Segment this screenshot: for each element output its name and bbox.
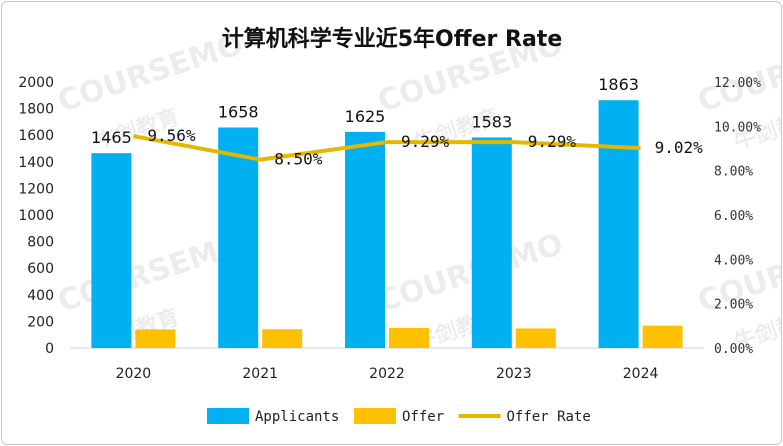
applicants-data-label: 1625 xyxy=(345,107,386,126)
y-left-ticks: 0 200 400 600 800 1000 1200 1400 1600 1800 2000 xyxy=(18,75,54,357)
watermark-group: COURSEMO 牛剑教育 COURSEMO 牛剑教育 COURSEMO 牛剑教… xyxy=(54,27,781,356)
y-left-tick-label: 600 xyxy=(27,261,54,277)
y-right-tick-label: 12.00% xyxy=(714,76,761,91)
legend-swatch xyxy=(207,408,249,424)
bar-applicants xyxy=(91,153,132,348)
legend: Applicants Offer Offer Rate xyxy=(207,408,591,425)
data-labels: 1465 1658 1625 1583 1863 9.56% 8.50% 9.29% 9.29%… xyxy=(91,75,703,168)
y-right-tick-label: 10.00% xyxy=(714,120,761,135)
offer-rate-data-label: 9.02% xyxy=(655,138,704,157)
y-right-tick-label: 4.00% xyxy=(714,253,753,268)
applicants-data-label: 1465 xyxy=(91,128,132,147)
x-tick-label: 2023 xyxy=(496,366,532,382)
legend-swatch xyxy=(354,408,396,424)
y-left-tick-label: 1600 xyxy=(18,128,54,144)
x-tick-label: 2021 xyxy=(242,366,278,382)
bar-applicants xyxy=(218,127,259,349)
y-right-tick-label: 2.00% xyxy=(714,298,753,313)
y-right-tick-label: 8.00% xyxy=(714,165,753,180)
y-left-tick-label: 1400 xyxy=(18,155,54,171)
bar-applicants xyxy=(598,100,639,348)
y-right-tick-label: 0.00% xyxy=(714,342,753,357)
x-ticks: 2020 2021 2022 2023 2024 xyxy=(116,366,659,382)
y-left-tick-label: 1200 xyxy=(18,181,54,197)
y-left-tick-label: 200 xyxy=(27,314,54,330)
bar-applicants xyxy=(471,137,512,348)
y-left-tick-label: 400 xyxy=(27,288,54,304)
y-left-tick-label: 0 xyxy=(45,341,54,357)
watermark-text: COURSEMO xyxy=(374,227,568,320)
bar-applicants xyxy=(345,131,385,348)
offer-rate-data-label: 9.29% xyxy=(401,132,450,151)
applicants-data-label: 1658 xyxy=(218,102,259,121)
x-tick-label: 2022 xyxy=(369,366,405,382)
offer-rate-polyline xyxy=(133,134,641,162)
y-left-tick-label: 800 xyxy=(27,235,54,251)
x-tick-label: 2020 xyxy=(116,366,152,382)
offer-rate-data-label: 9.56% xyxy=(147,126,196,145)
offer-rate-line xyxy=(133,134,641,162)
bars xyxy=(91,100,683,349)
bar-offer xyxy=(389,327,429,348)
x-tick-label: 2024 xyxy=(623,366,659,382)
legend-label: Offer Rate xyxy=(507,409,591,425)
bar-offer xyxy=(642,325,683,348)
applicants-data-label: 1583 xyxy=(471,112,512,131)
y-right-tick-label: 6.00% xyxy=(714,209,753,224)
watermark-text: COURSEMO xyxy=(694,27,781,120)
y-left-tick-label: 1800 xyxy=(18,102,54,118)
legend-label: Applicants xyxy=(255,409,339,425)
offer-rate-data-label: 9.29% xyxy=(528,132,577,151)
y-left-tick-label: 1000 xyxy=(18,208,54,224)
bar-offer xyxy=(262,329,303,348)
y-left-tick-label: 2000 xyxy=(18,75,54,91)
legend-label: Offer xyxy=(402,409,444,425)
bar-offer xyxy=(515,328,556,348)
applicants-data-label: 1863 xyxy=(598,75,639,94)
y-right-ticks: 0.00% 2.00% 4.00% 6.00% 8.00% 10.00% 12.00% xyxy=(714,76,761,357)
chart-title: 计算机科学专业近5年Offer Rate xyxy=(222,26,563,52)
offer-rate-data-label: 8.50% xyxy=(274,150,323,169)
bar-offer xyxy=(135,329,176,348)
